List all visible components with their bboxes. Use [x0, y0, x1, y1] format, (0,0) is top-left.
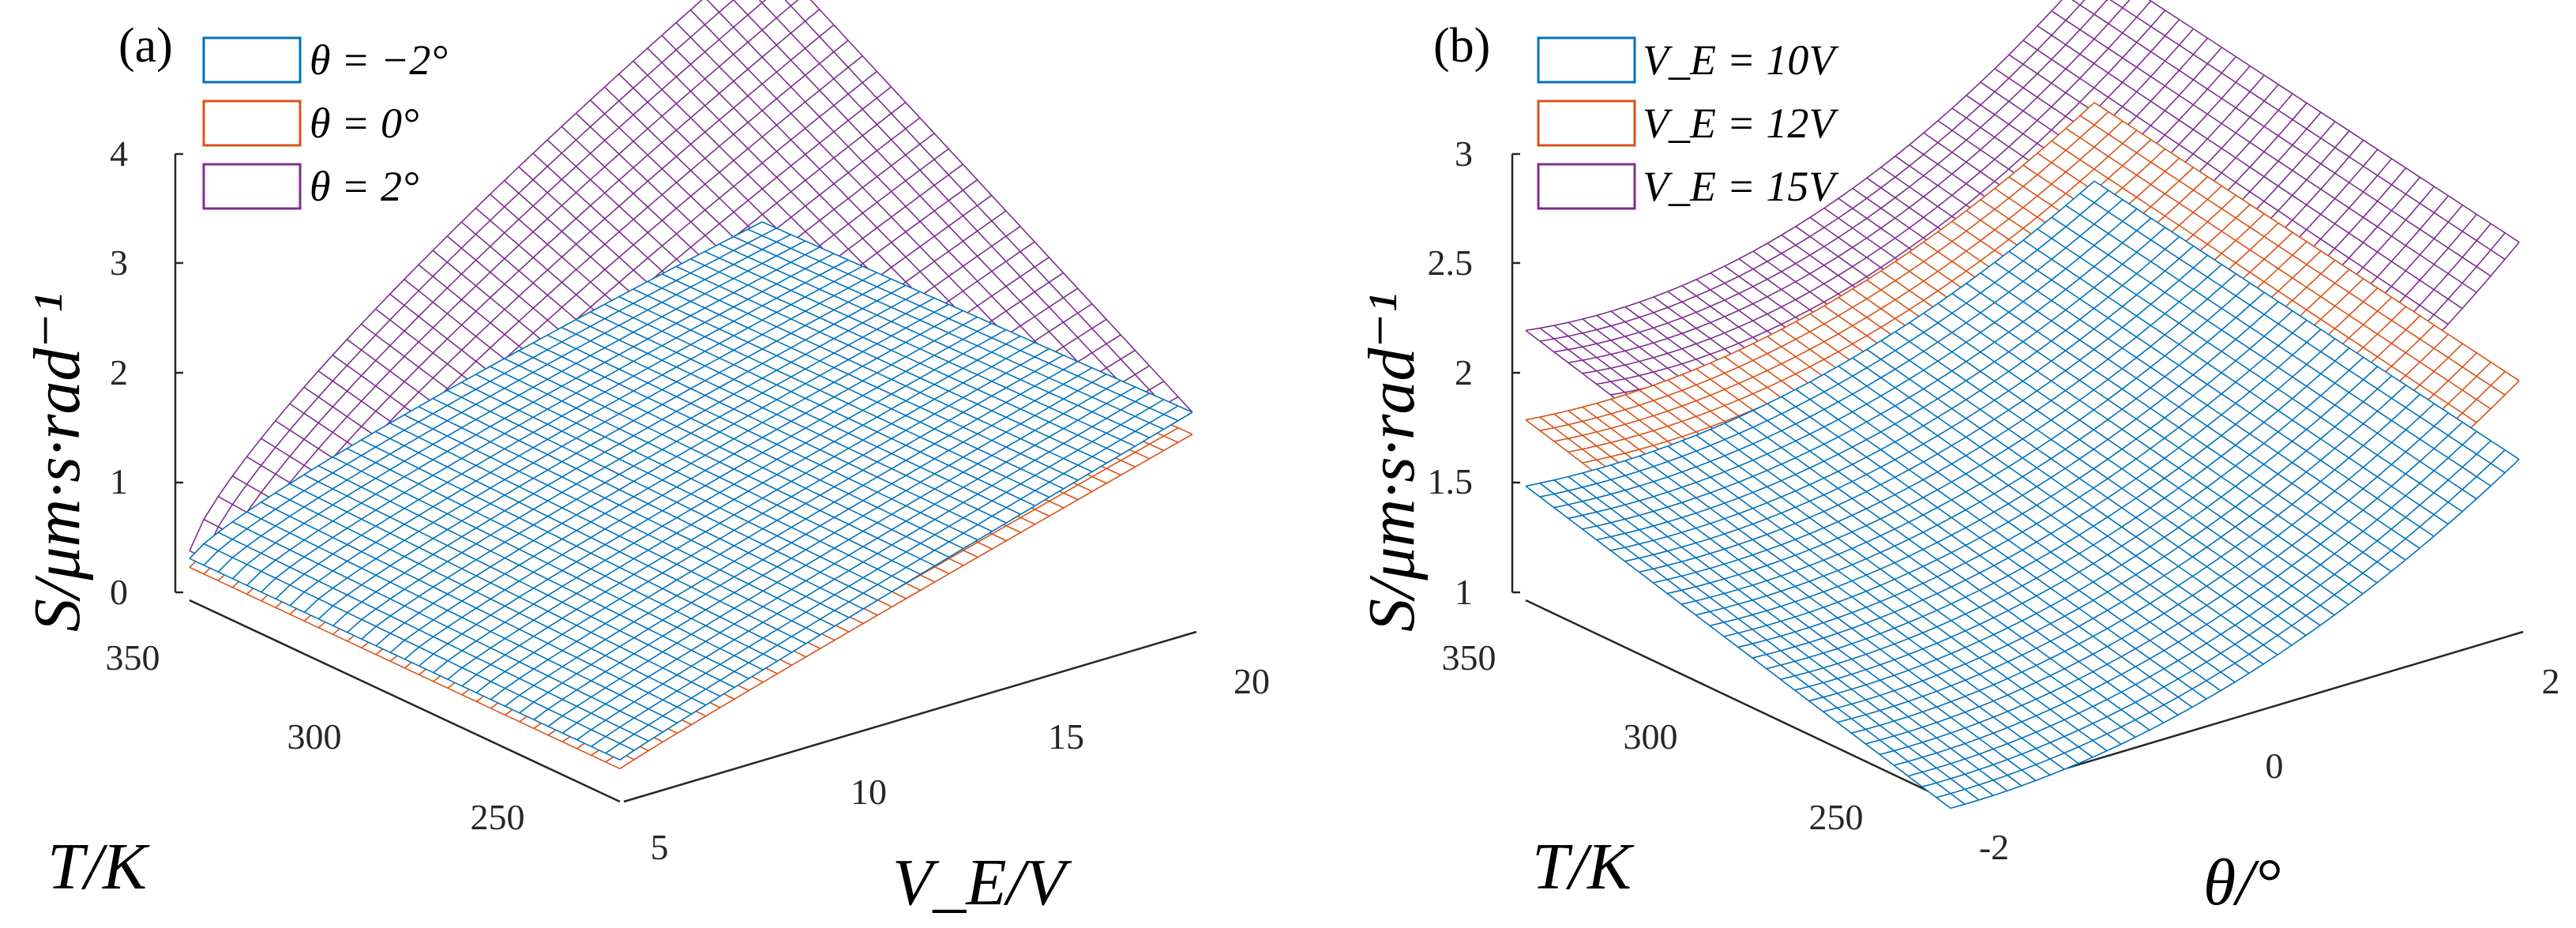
panel-b-z-tick: 2.5 [1428, 242, 1474, 283]
panel-b-legend-entry-2: V_E = 15V [1643, 163, 1839, 210]
panel-b-z-ticks: 1 1.5 2 2.5 3 [1428, 133, 1474, 612]
panel-b-z-tick-marks [1512, 152, 1520, 594]
panel-a-z-tick: 3 [110, 242, 128, 283]
panel-a-z-ticks: 0 1 2 3 4 [110, 133, 128, 612]
panel-b-theta-tick: 2 [2542, 661, 2560, 701]
panel-a-t-tick: 350 [106, 637, 160, 678]
surface-mesh-a-0 [189, 221, 1193, 761]
panel-a-t-tick: 250 [471, 797, 525, 837]
panel-a-z-label: S/μm·s·rad⁻¹ [21, 293, 94, 632]
panel-b-theta-tick: -2 [1979, 827, 2009, 867]
panel-a-z-tick: 1 [110, 461, 128, 502]
panel-a-v-tick: 10 [851, 772, 887, 812]
panel-b-z-tick: 1.5 [1428, 461, 1474, 502]
panel-a-legend-entry-1: θ = 0° [310, 100, 419, 147]
panel-a-legend-entry-2: θ = 2° [310, 163, 419, 210]
panel-a-v-label: V_E/V [892, 846, 1072, 919]
panel-a-z-tick-marks [175, 152, 183, 594]
panel-b-theta-tick: 0 [2266, 746, 2284, 786]
panel-b-t-tick: 250 [1809, 797, 1864, 837]
panel-b-label: (b) [1433, 19, 1490, 73]
panel-a-label: (a) [118, 19, 173, 73]
panel-a-legend-entry-0: θ = −2° [310, 36, 448, 84]
panel-b: (b) 1 1.5 2 2.5 3 350 300 250 -2 0 2 T/K… [1355, 0, 2560, 919]
panel-a: (a) 0 1 2 3 4 350 300 250 5 10 15 20 T/K [21, 0, 1270, 919]
panel-a-legend-swatch-0 [202, 36, 302, 84]
surface-mesh-b-0 [1525, 180, 2520, 810]
panel-b-z-tick: 2 [1455, 352, 1473, 393]
panel-b-z-tick: 1 [1455, 572, 1473, 612]
panel-b-legend-swatch-1 [1537, 100, 1636, 147]
panel-a-v-tick: 20 [1234, 661, 1270, 701]
panel-a-t-tick: 300 [287, 716, 342, 757]
panel-a-z-tick: 0 [110, 572, 128, 612]
panel-a-legend-swatch-2 [202, 163, 302, 210]
panel-b-surfaces [1525, 0, 2520, 810]
panel-b-legend-swatch-0 [1537, 36, 1636, 84]
panel-a-z-tick: 4 [110, 133, 128, 174]
panel-b-legend-swatch-2 [1537, 163, 1636, 210]
panel-b-t-tick: 350 [1442, 637, 1496, 678]
panel-a-v-tick: 5 [651, 827, 669, 867]
panel-a-z-tick: 2 [110, 352, 128, 393]
panel-b-legend-entry-0: V_E = 10V [1643, 36, 1839, 84]
panel-a-legend: θ = −2° θ = 0° θ = 2° [202, 36, 448, 210]
panel-a-t-label: T/K [47, 830, 150, 904]
panel-b-z-tick: 3 [1455, 133, 1473, 174]
panel-a-surfaces [189, 0, 1193, 770]
panel-b-z-label: S/μm·s·rad⁻¹ [1355, 293, 1429, 632]
panel-b-t-label: T/K [1532, 830, 1635, 904]
panel-a-legend-swatch-1 [202, 100, 302, 147]
panel-b-t-tick: 300 [1624, 716, 1678, 757]
panel-a-t-axis [189, 599, 621, 803]
panel-b-legend-entry-1: V_E = 12V [1643, 100, 1839, 147]
panel-b-legend: V_E = 10V V_E = 12V V_E = 15V [1537, 36, 1839, 210]
panel-a-v-axis [623, 630, 1197, 803]
panel-b-theta-label: θ/° [2203, 846, 2281, 919]
panel-a-v-tick: 15 [1048, 716, 1084, 757]
panel-b-t-axis [1525, 599, 1951, 803]
